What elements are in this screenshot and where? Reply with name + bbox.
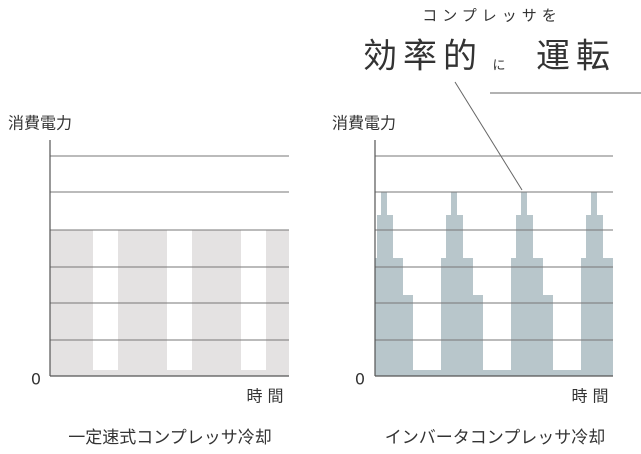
headline-main: 運転 [536,37,616,77]
gap [93,230,118,370]
gap [241,230,266,370]
left-chart: 消費電力 0 時 間 一定速式コンプレッサ冷却 [8,114,289,448]
origin-label: 0 [355,370,365,389]
right-chart: 消費電力 0 時 間 インバータコンプレッサ冷却 [332,114,613,448]
headline-top: コンプレッサを [422,7,562,25]
headline-main: 効率的 [363,37,483,77]
leader-line [454,81,523,191]
power-area [375,192,613,376]
x-label: 時 間 [246,387,283,406]
y-label: 消費電力 [332,114,396,133]
caption: インバータコンプレッサ冷却 [385,428,606,448]
x-label: 時 間 [571,387,608,406]
y-label: 消費電力 [8,114,72,133]
headline-small: に [492,59,505,74]
gap [167,230,192,370]
caption: 一定速式コンプレッサ冷却 [68,428,272,448]
origin-label: 0 [31,370,41,389]
